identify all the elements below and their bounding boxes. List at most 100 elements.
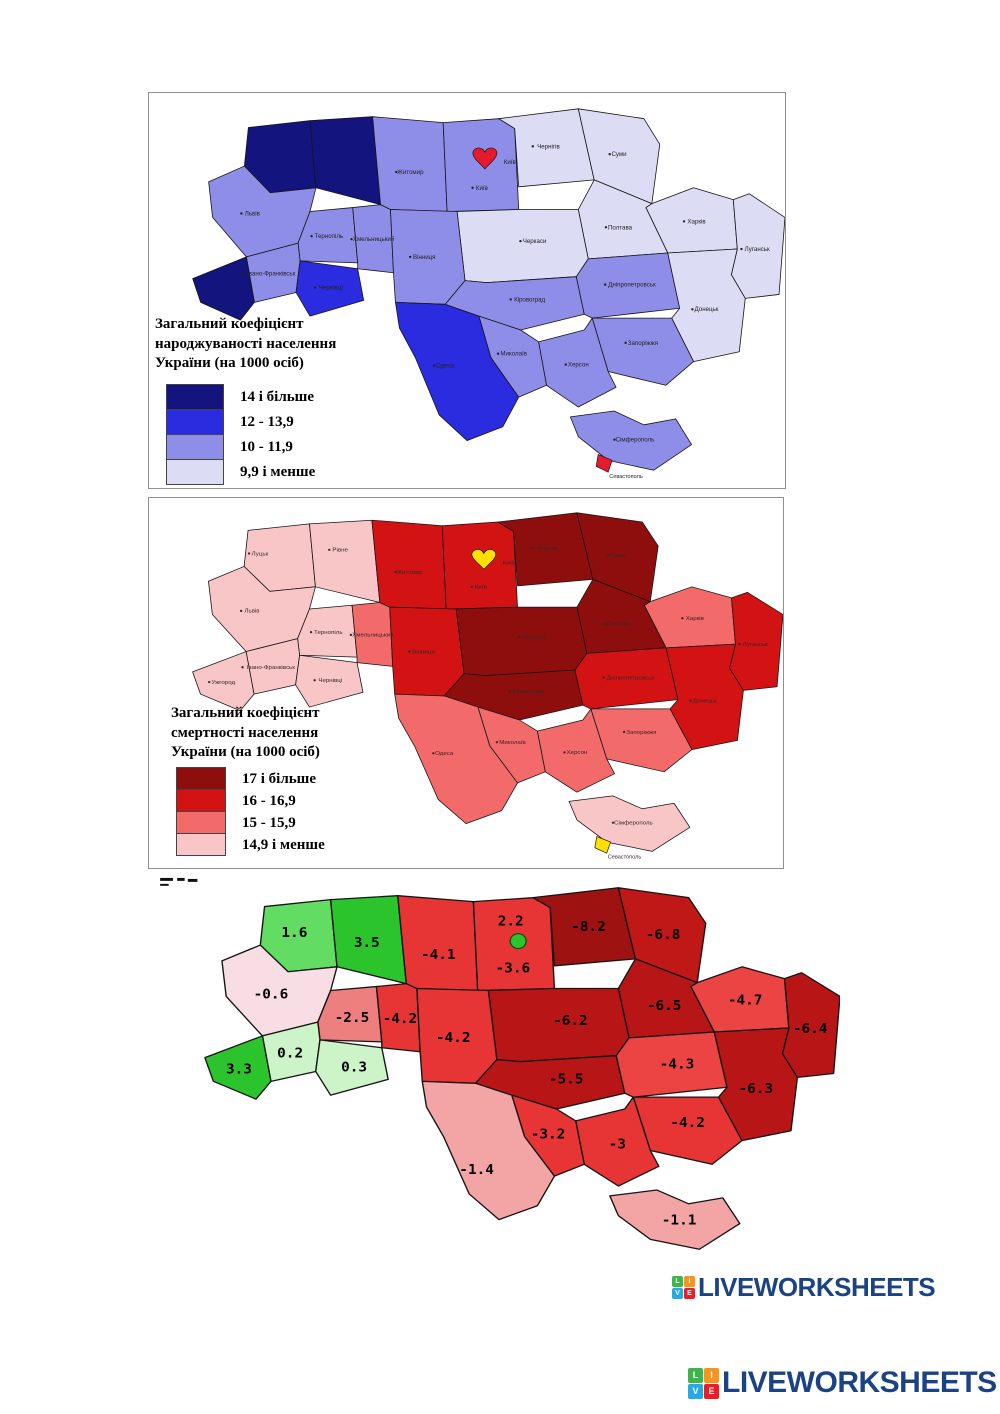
region-cherkasy — [456, 209, 589, 283]
region-zhytomyr — [397, 895, 479, 992]
birth-legend-swatch — [166, 384, 224, 410]
death-legend-row: 15 - 15,9 — [176, 811, 325, 834]
city-label-zhytomyr: Житомир — [397, 169, 424, 176]
city-label-ternopil: Тернопіль — [315, 233, 344, 240]
city-dot-khmel — [350, 237, 353, 241]
crop-artifact — [187, 878, 198, 882]
region-odesa — [421, 1080, 556, 1221]
region-donetsk — [665, 643, 744, 750]
city-label-odesa: Одеса — [435, 751, 454, 757]
city-dot-donetsk — [689, 699, 692, 702]
death-legend-row: 17 і більше — [176, 767, 325, 790]
city-label-sevastopol: Севастополь — [608, 855, 642, 861]
city-dot-cherkasy — [518, 635, 521, 638]
city-label-odesa: Одеса — [436, 363, 455, 370]
value-label-donetsk: -6.3 — [738, 1082, 773, 1097]
city-label-kyiv: Київ — [503, 561, 515, 567]
crop-artifact — [160, 883, 169, 886]
city-dot-odesa — [432, 752, 435, 755]
region-ternopil — [317, 985, 383, 1043]
city-label-cherkasy: Черкаси — [522, 635, 546, 641]
city-dot-rivne — [328, 548, 331, 551]
birth-legend-row: 9,9 і менше — [166, 459, 316, 485]
value-label-chernivtsi: 0.3 — [341, 1060, 367, 1075]
region-chernivtsi — [295, 260, 365, 317]
region-kherson — [575, 1096, 660, 1187]
value-label-vinnytsia: -4.2 — [436, 1030, 471, 1045]
region-ternopil — [297, 604, 358, 658]
sevastopol-marker — [595, 453, 613, 473]
birth-legend-row: 14 і більше — [166, 384, 315, 410]
city-label-sumy: Суми — [610, 553, 625, 559]
city-label-dnipro: Дніпропетровськ — [607, 675, 655, 681]
value-label-ternopil: -2.5 — [335, 1011, 370, 1026]
value-label-kyiv-city: 2.2 — [498, 914, 524, 929]
city-dot-cherkasy — [519, 239, 522, 243]
city-dot-kherson — [564, 363, 567, 366]
city-dot-zakarpattia — [208, 680, 211, 684]
city-label-zhytomyr: Житомир — [396, 570, 423, 576]
death-legend-label: 17 і більше — [242, 770, 317, 787]
city-label-kherson: Херсон — [568, 362, 589, 369]
city-label-luhansk: Луганськ — [743, 642, 768, 648]
city-dot-dnipro — [603, 283, 607, 286]
city-label-luhansk: Луганськ — [745, 246, 770, 253]
city-dot-odesa — [433, 364, 436, 367]
city-label-mykolaiv: Миколаїв — [500, 351, 527, 358]
city-label-kherson: Херсон — [567, 750, 588, 756]
city-dot-chernivtsi — [313, 679, 316, 682]
death-map-title: Загальний коефіцієнт смертності населенн… — [171, 705, 320, 760]
value-label-kharkiv: -4.7 — [728, 993, 763, 1008]
region-sumy — [576, 512, 659, 602]
city-label-zakarpattia: Ужгород — [211, 680, 235, 686]
birth-rate-map-panel: Львів Тернопіль Хмельницький Житомир Київ Чер… — [148, 92, 786, 489]
city-label-sumy: Суми — [611, 151, 626, 158]
value-label-kirovohrad: -5.5 — [549, 1072, 584, 1087]
region-donetsk — [713, 1027, 799, 1142]
city-label-chernihiv: Чернігів — [537, 143, 560, 150]
city-label-kharkiv: Харків — [686, 616, 704, 622]
city-label-kirovohrad: Кіровоград — [514, 296, 545, 303]
death-legend-label: 16 - 16,9 — [242, 792, 296, 809]
city-label-zaporizhzhia: Запоріжжя — [628, 340, 658, 347]
kyiv-city-marker — [471, 549, 497, 570]
region-sumy — [617, 887, 707, 984]
city-label-ivfrank: Івано-Франківськ — [247, 665, 296, 671]
value-label-cherkasy: -6.2 — [553, 1014, 588, 1029]
city-label-khmel: Хмельницький — [353, 236, 394, 243]
logo-cell-i: I — [704, 1367, 719, 1383]
city-label-dnipro: Дніпропетровськ — [608, 282, 656, 289]
natural-increase-map: 1.6 3.5 -0.6 -2.5 -4.2 -4.1 -3.6 -8.2 -6.8 -4.7 -6… — [158, 872, 840, 1267]
natural-map-svg: 1.6 3.5 -0.6 -2.5 -4.2 -4.1 -3.6 -8.2 -6.8 -4.7 -6… — [160, 877, 840, 1250]
city-dot-zaporizhzhia — [624, 341, 627, 345]
sevastopol-marker — [594, 836, 612, 854]
city-dot-ternopil — [310, 235, 313, 238]
birth-map-legend: 14 і більше 12 - 13,9 10 - 11,9 9,9 і менше — [166, 384, 316, 485]
birth-legend-row: 12 - 13,9 — [166, 409, 315, 435]
city-dot-ternopil — [309, 631, 313, 634]
value-label-crimea: -1.1 — [662, 1213, 697, 1228]
region-zakarpattia — [192, 256, 255, 321]
region-zhytomyr — [372, 116, 448, 212]
death-legend-row: 14,9 і менше — [176, 833, 325, 856]
city-label-volyn: Луцьк — [252, 551, 269, 557]
city-label-rivne: Рівне — [332, 548, 348, 554]
birth-map-title: Загальний коефіцієнт народжуваності насе… — [155, 316, 337, 371]
city-dot-luhansk — [740, 247, 743, 251]
logo-cell-l: L — [688, 1367, 703, 1383]
city-dot-luhansk — [738, 643, 741, 646]
city-label-khmel: Хмельницький — [352, 632, 393, 639]
value-label-zhytomyr: -4.1 — [421, 947, 456, 962]
city-label-kyiv: Київ — [504, 159, 516, 166]
city-dot-lviv — [240, 212, 243, 215]
value-label-mykolaiv: -3.2 — [531, 1127, 566, 1142]
region-chernihiv — [532, 887, 637, 967]
birth-legend-swatch — [166, 409, 224, 435]
birth-legend-label: 9,9 і менше — [240, 464, 316, 480]
value-label-ivfrank: 0.2 — [277, 1046, 303, 1061]
value-label-kyivobl: -3.6 — [496, 961, 531, 976]
city-dot-chernihiv — [531, 145, 534, 148]
